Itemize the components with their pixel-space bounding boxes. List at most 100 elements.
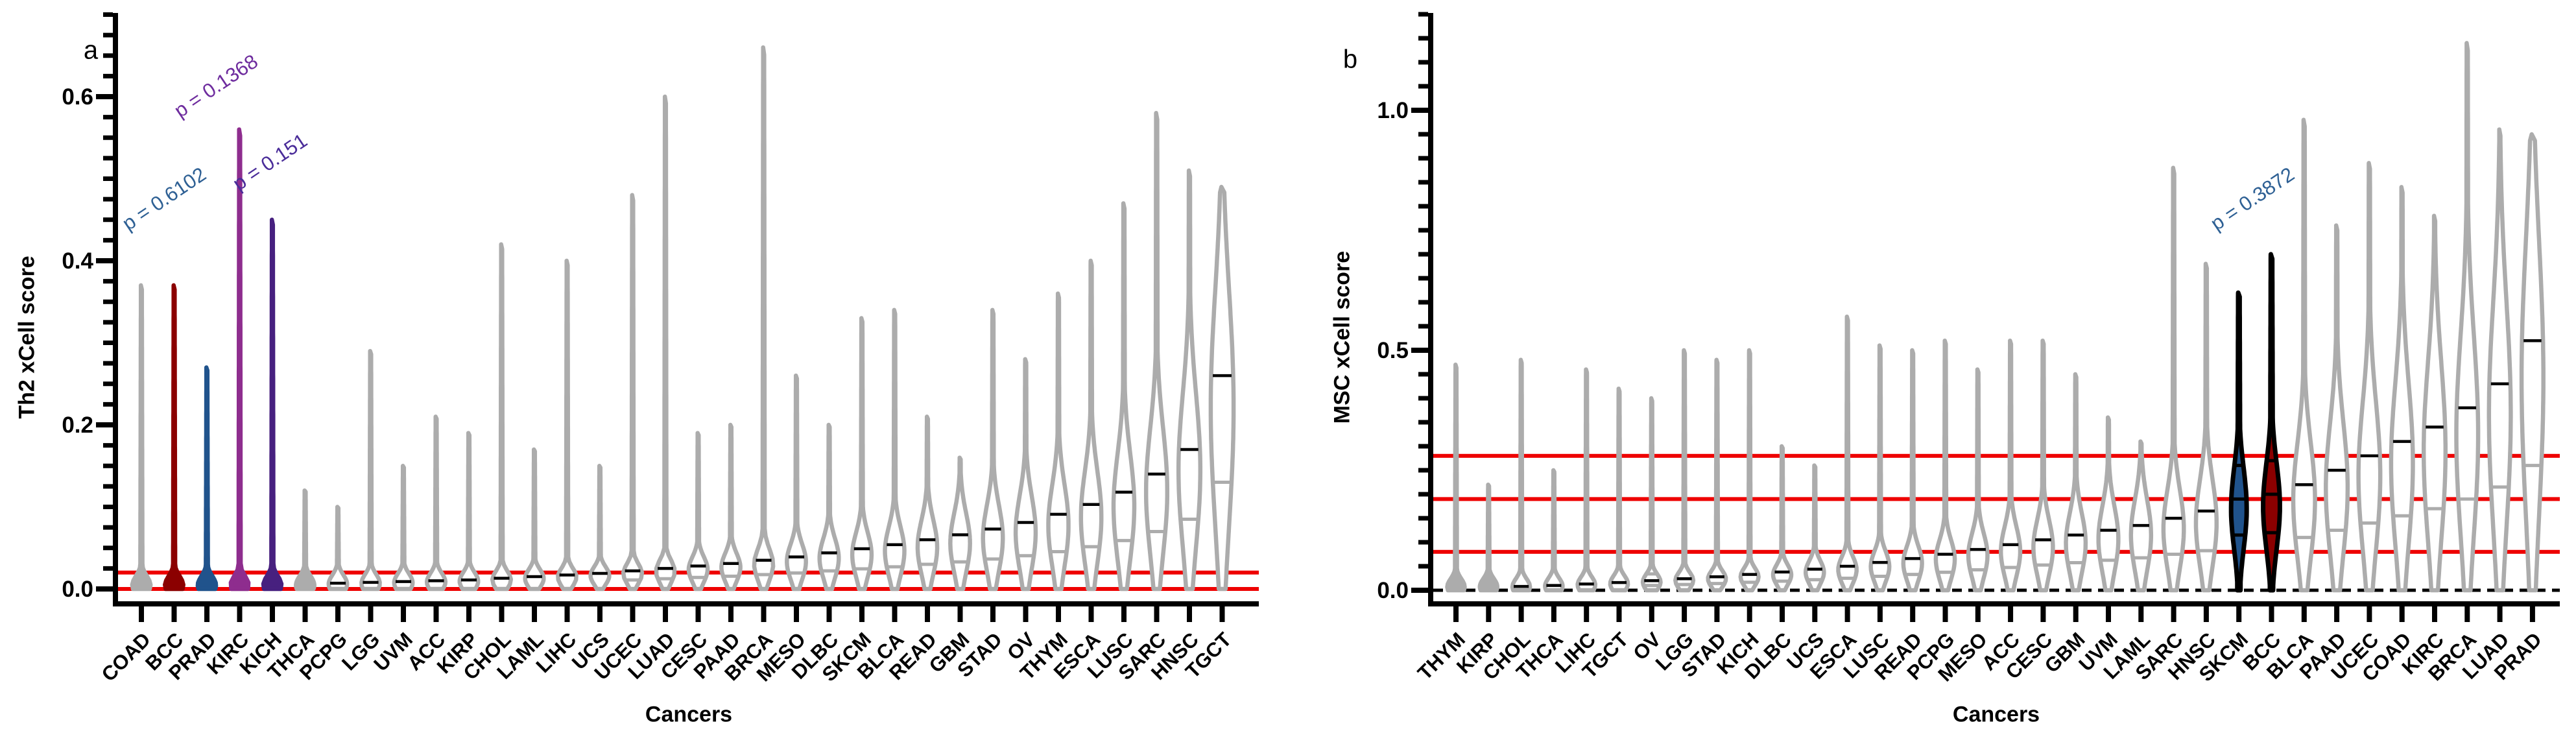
y-minor-tick: [103, 484, 113, 489]
x-tick: [597, 606, 602, 622]
violin-lihc: [556, 258, 578, 592]
violin-bcc: [2261, 252, 2282, 593]
x-tick: [2529, 606, 2535, 622]
x-tick: [368, 606, 374, 622]
red-reference-line: [1433, 453, 2560, 458]
violin-ucs: [1803, 463, 1826, 593]
y-minor-tick: [1418, 132, 1428, 137]
x-tick: [2432, 606, 2437, 622]
y-minor-tick: [103, 505, 113, 509]
violin-ov: [1013, 357, 1038, 592]
violin-thca: [294, 488, 316, 592]
y-major-tick: [1411, 588, 1428, 593]
y-minor-tick: [103, 443, 113, 448]
x-tick: [990, 606, 996, 622]
x-tick: [1023, 606, 1029, 622]
violin-coad: [130, 283, 153, 592]
violin-ov: [1640, 396, 1663, 593]
x-tick: [728, 606, 733, 622]
violin-thym: [1046, 291, 1071, 592]
x-tick: [925, 606, 930, 622]
y-major-tick: [96, 94, 113, 99]
x-tick: [2367, 606, 2372, 622]
x-tick: [794, 606, 799, 622]
violin-sarc: [1143, 111, 1170, 592]
x-tick: [1747, 606, 1752, 622]
x-tick: [1910, 606, 1916, 622]
x-tick: [1154, 606, 1160, 622]
violin-kirc: [2421, 213, 2448, 593]
y-minor-tick: [1418, 300, 1428, 305]
panel-b-letter: b: [1342, 45, 1358, 74]
y-minor-tick: [103, 525, 113, 530]
violin-read: [915, 414, 940, 592]
y-minor-tick: [103, 135, 113, 140]
p-value-annotation: p = 0.6102: [118, 163, 210, 235]
y-minor-tick: [103, 566, 113, 571]
violin-kirc: [228, 127, 251, 592]
violin-hnsc: [1176, 168, 1203, 592]
violin-uvm: [392, 464, 415, 592]
x-tick: [957, 606, 963, 622]
x-tick: [1056, 606, 1061, 622]
y-major-tick: [1411, 108, 1428, 113]
y-major-tick: [96, 422, 113, 427]
x-tick: [826, 606, 832, 622]
violin-pcpg: [1933, 338, 1957, 593]
x-tick: [1088, 606, 1094, 622]
violin-sarc: [2161, 165, 2186, 593]
x-tick: [532, 606, 537, 622]
panel-b-y-axis-title: MSC xCell score: [1330, 250, 1355, 424]
x-tick: [2269, 606, 2274, 622]
violin-laml: [523, 447, 546, 592]
violin-skcm: [2228, 290, 2249, 593]
x-tick: [1975, 606, 1981, 622]
violin-brca: [2454, 41, 2481, 593]
x-tick: [1219, 606, 1225, 622]
violin-tgct: [1208, 184, 1236, 592]
red-reference-line: [1433, 549, 2560, 554]
violin-chol: [490, 242, 514, 592]
violin-lgg: [1673, 348, 1696, 593]
x-tick: [433, 606, 439, 622]
y-minor-tick: [1418, 12, 1428, 17]
y-minor-tick: [103, 217, 113, 222]
x-tick: [2138, 606, 2144, 622]
x-tick: [564, 606, 570, 622]
x-tick: [466, 606, 471, 622]
y-tick-label: 0.0: [62, 577, 93, 602]
y-minor-tick: [103, 320, 113, 325]
violin-thym: [1445, 362, 1467, 593]
y-minor-tick: [1418, 420, 1428, 425]
violin-dlbc: [817, 422, 841, 592]
x-tick: [499, 606, 505, 622]
red-reference-line: [118, 587, 1259, 591]
x-tick: [2106, 606, 2111, 622]
violin-ucec: [2356, 161, 2383, 593]
y-minor-tick: [103, 361, 113, 366]
violin-kirp: [457, 431, 481, 592]
y-minor-tick: [103, 32, 113, 38]
p-value-annotation: p = 0.1368: [170, 50, 262, 122]
x-tick: [1682, 606, 1688, 622]
violin-gbm: [2064, 372, 2088, 593]
x-tick: [2008, 606, 2014, 622]
x-axis-line: [1428, 601, 2560, 606]
violin-kich: [261, 217, 284, 592]
y-tick-label: 0.4: [62, 248, 93, 274]
violin-meso: [785, 373, 808, 592]
x-tick: [2073, 606, 2079, 622]
y-axis-spine: [113, 13, 118, 606]
y-minor-tick: [1418, 204, 1428, 209]
violin-laml: [2129, 439, 2154, 593]
violin-uvm: [2096, 415, 2121, 593]
red-reference-line: [1433, 497, 2560, 501]
violin-skcm: [850, 316, 874, 592]
y-minor-tick: [1418, 36, 1428, 41]
violin-kirp: [1477, 482, 1500, 593]
y-minor-tick: [103, 176, 113, 181]
x-tick: [2040, 606, 2046, 622]
violin-blca: [2291, 117, 2317, 593]
y-major-tick: [96, 586, 113, 592]
